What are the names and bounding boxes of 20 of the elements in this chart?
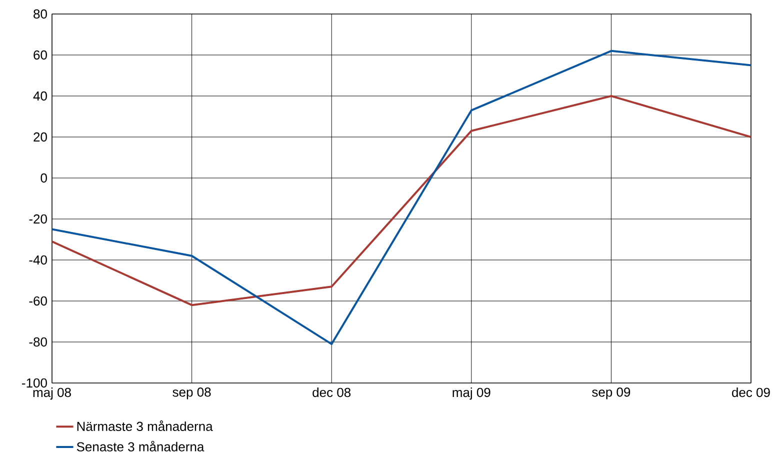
y-tick-label: 60 — [34, 50, 47, 60]
x-tick-label: maj 08 — [33, 388, 71, 400]
x-tick-label: dec 08 — [312, 388, 351, 398]
y-tick-label: -40 — [29, 255, 47, 265]
y-tick-label: -20 — [29, 214, 47, 224]
y-tick-label: 40 — [33, 91, 47, 101]
x-tick-label: dec 09 — [732, 388, 770, 398]
x-tick-label: maj 09 — [452, 388, 490, 400]
legend-label: Närmaste 3 månaderna — [77, 420, 213, 431]
y-tick-label: 20 — [34, 132, 47, 142]
line-series — [52, 50, 751, 346]
y-tick-label: 0 — [40, 173, 47, 183]
y-tick-label: -80 — [29, 337, 47, 347]
x-tick-label: sep 09 — [592, 388, 630, 400]
y-tick-label: 80 — [34, 9, 47, 19]
line-series — [52, 94, 751, 306]
y-tick-label: -100 — [22, 378, 47, 388]
legend-label: Senaste 3 månaderna — [76, 440, 204, 452]
y-tick-label: -60 — [29, 296, 47, 306]
x-tick-label: sep 08 — [172, 388, 211, 400]
